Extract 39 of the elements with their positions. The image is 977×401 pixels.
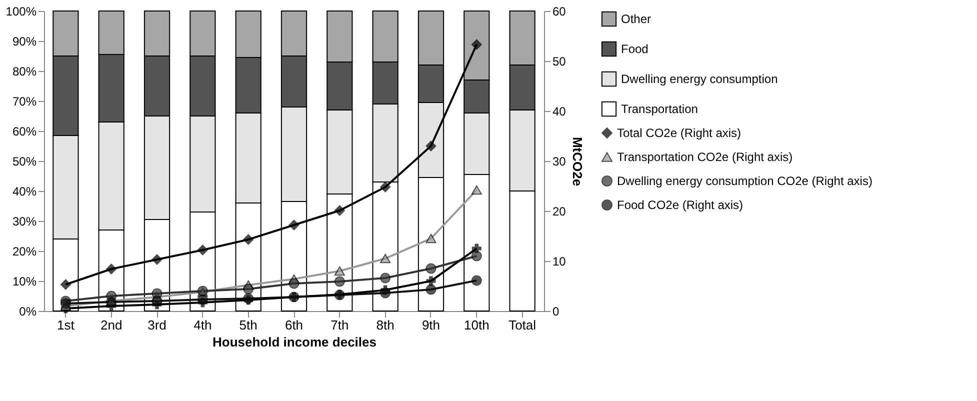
x-tick-label: 10th bbox=[464, 318, 490, 332]
y2-tick-label: 10 bbox=[552, 254, 566, 268]
y2-tick-label: 40 bbox=[552, 104, 566, 118]
y-tick-label: 60% bbox=[12, 124, 37, 138]
y-tick-label: 100% bbox=[6, 4, 37, 18]
legend-label: Food CO2e (Right axis) bbox=[617, 198, 744, 212]
legend-label: Dwelling energy consumption CO2e (Right axis) bbox=[617, 174, 872, 188]
y-tick-label: 10% bbox=[12, 274, 37, 288]
y2-axis-title: MtCO2e bbox=[570, 136, 585, 186]
y2-tick-label: 0 bbox=[552, 304, 560, 318]
legend-label: Dwelling energy consumption bbox=[621, 72, 778, 86]
x-tick-label: 4th bbox=[194, 318, 212, 332]
x-tick-label: 7th bbox=[330, 318, 349, 332]
legend-label: Total CO2e (Right axis) bbox=[617, 126, 742, 140]
y-tick-label: 20% bbox=[12, 244, 37, 258]
x-tick-label: 3rd bbox=[148, 318, 166, 332]
legend-label: Other bbox=[621, 12, 652, 26]
x-tick-label: Total bbox=[508, 318, 536, 332]
x-axis-title: Household income deciles bbox=[212, 334, 376, 350]
y2-tick-label: 60 bbox=[552, 4, 566, 18]
y-tick-label: 70% bbox=[12, 94, 37, 108]
y2-tick-label: 20 bbox=[552, 204, 566, 218]
y2-tick-label: 30 bbox=[552, 154, 566, 168]
legend-label: Transportation bbox=[621, 102, 698, 116]
y-tick-label: 0% bbox=[19, 304, 37, 318]
x-tick-label: 1st bbox=[57, 318, 75, 332]
x-tick-label: 9th bbox=[422, 318, 440, 332]
y2-tick-label: 50 bbox=[552, 54, 566, 68]
legend-label: Transportation CO2e (Right axis) bbox=[617, 150, 793, 164]
y-tick-label: 30% bbox=[12, 214, 37, 228]
x-tick-label: 2nd bbox=[100, 318, 122, 332]
y-tick-label: 50% bbox=[12, 154, 37, 168]
x-tick-label: 5th bbox=[239, 318, 258, 332]
y-tick-label: 80% bbox=[12, 64, 37, 78]
y-tick-label: 40% bbox=[12, 184, 37, 198]
y-tick-label: 90% bbox=[12, 34, 37, 48]
x-tick-label: 8th bbox=[376, 318, 394, 332]
x-tick-label: 6th bbox=[284, 318, 304, 332]
legend-label: Food bbox=[621, 42, 648, 56]
